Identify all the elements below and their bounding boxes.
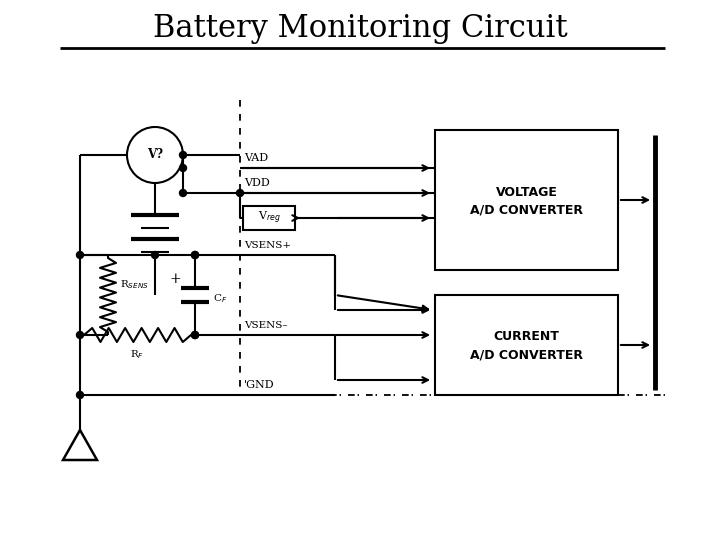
Circle shape xyxy=(179,152,186,159)
Circle shape xyxy=(76,252,84,259)
Circle shape xyxy=(236,190,243,197)
Text: R$_{SENS}$: R$_{SENS}$ xyxy=(120,279,149,292)
Circle shape xyxy=(151,252,158,259)
Text: V?: V? xyxy=(147,148,163,161)
Text: VSENS+: VSENS+ xyxy=(244,241,291,250)
Circle shape xyxy=(192,332,199,339)
Polygon shape xyxy=(63,430,97,460)
Circle shape xyxy=(76,332,84,339)
Text: CURRENT: CURRENT xyxy=(494,330,559,343)
Text: +: + xyxy=(169,272,181,286)
Circle shape xyxy=(179,190,186,197)
Circle shape xyxy=(192,332,199,339)
Text: VAD: VAD xyxy=(244,153,268,163)
Text: A/D CONVERTER: A/D CONVERTER xyxy=(470,348,583,361)
Text: C$_F$: C$_F$ xyxy=(213,293,228,306)
Text: R$_F$: R$_F$ xyxy=(130,348,145,361)
Circle shape xyxy=(76,392,84,399)
Circle shape xyxy=(192,252,199,259)
Circle shape xyxy=(179,165,186,172)
Text: 'GND: 'GND xyxy=(244,380,274,390)
Bar xyxy=(435,130,618,270)
Text: VSENS–: VSENS– xyxy=(244,321,287,330)
Text: A/D CONVERTER: A/D CONVERTER xyxy=(470,204,583,217)
Text: V$_{reg}$: V$_{reg}$ xyxy=(258,210,280,226)
Bar xyxy=(243,206,295,230)
Bar xyxy=(435,295,618,395)
Text: Battery Monitoring Circuit: Battery Monitoring Circuit xyxy=(153,12,567,44)
Text: VOLTAGE: VOLTAGE xyxy=(495,186,557,199)
Text: VDD: VDD xyxy=(244,178,270,188)
Circle shape xyxy=(192,252,199,259)
